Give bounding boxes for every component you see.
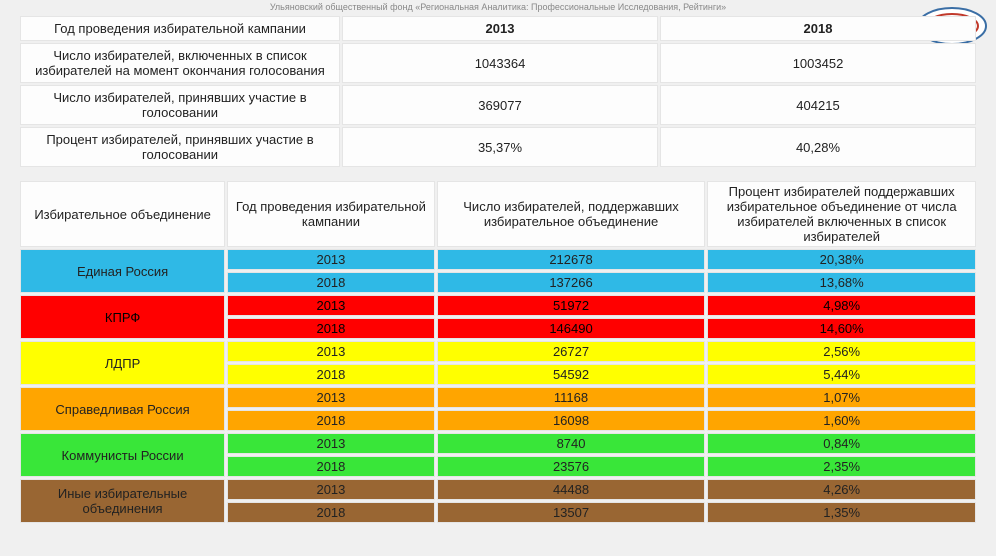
party-count-cell: 13507 [437, 502, 706, 523]
party-count-cell: 51972 [437, 295, 706, 316]
party-percent-cell: 13,68% [707, 272, 976, 293]
summary-header-row: Год проведения избирательной кампании 20… [20, 16, 976, 41]
summary-val: 1043364 [342, 43, 658, 83]
party-count-cell: 11168 [437, 387, 706, 408]
party-name-cell: Коммунисты России [20, 433, 225, 477]
summary-label: Число избирателей, включенных в список и… [20, 43, 340, 83]
party-count-cell: 146490 [437, 318, 706, 339]
party-name-cell: Справедливая Россия [20, 387, 225, 431]
party-percent-cell: 5,44% [707, 364, 976, 385]
party-row: КПРФ2013519724,98% [20, 295, 976, 316]
col-header-percent: Процент избирателей поддержавших избират… [707, 181, 976, 247]
party-percent-cell: 1,07% [707, 387, 976, 408]
summary-header-y1: 2013 [342, 16, 658, 41]
summary-val: 369077 [342, 85, 658, 125]
party-percent-cell: 1,35% [707, 502, 976, 523]
party-row: Иные избирательные объединения2013444884… [20, 479, 976, 500]
parties-header-row: Избирательное объединение Год проведения… [20, 181, 976, 247]
col-header-supporters: Число избирателей, поддержавших избирате… [437, 181, 706, 247]
party-count-cell: 16098 [437, 410, 706, 431]
summary-val: 35,37% [342, 127, 658, 167]
col-header-year: Год проведения избирательной кампании [227, 181, 435, 247]
party-percent-cell: 2,56% [707, 341, 976, 362]
party-year-cell: 2018 [227, 364, 435, 385]
party-percent-cell: 4,26% [707, 479, 976, 500]
summary-val: 404215 [660, 85, 976, 125]
party-year-cell: 2013 [227, 433, 435, 454]
content-area: Год проведения избирательной кампании 20… [18, 14, 978, 525]
summary-header-label: Год проведения избирательной кампании [20, 16, 340, 41]
party-year-cell: 2018 [227, 502, 435, 523]
party-name-cell: Единая Россия [20, 249, 225, 293]
party-row: Единая Россия201321267820,38% [20, 249, 976, 270]
party-count-cell: 212678 [437, 249, 706, 270]
party-row: Коммунисты России201387400,84% [20, 433, 976, 454]
party-year-cell: 2018 [227, 272, 435, 293]
parties-table: Избирательное объединение Год проведения… [18, 179, 978, 525]
summary-row: Процент избирателей, принявших участие в… [20, 127, 976, 167]
party-year-cell: 2013 [227, 295, 435, 316]
party-percent-cell: 2,35% [707, 456, 976, 477]
party-year-cell: 2013 [227, 387, 435, 408]
party-row: Справедливая Россия2013111681,07% [20, 387, 976, 408]
summary-header-y2: 2018 [660, 16, 976, 41]
summary-val: 40,28% [660, 127, 976, 167]
party-percent-cell: 4,98% [707, 295, 976, 316]
summary-label: Число избирателей, принявших участие в г… [20, 85, 340, 125]
party-count-cell: 26727 [437, 341, 706, 362]
party-name-cell: КПРФ [20, 295, 225, 339]
party-percent-cell: 1,60% [707, 410, 976, 431]
col-header-association: Избирательное объединение [20, 181, 225, 247]
party-percent-cell: 20,38% [707, 249, 976, 270]
party-year-cell: 2018 [227, 318, 435, 339]
summary-row: Число избирателей, включенных в список и… [20, 43, 976, 83]
party-percent-cell: 14,60% [707, 318, 976, 339]
party-count-cell: 23576 [437, 456, 706, 477]
party-year-cell: 2013 [227, 341, 435, 362]
summary-table: Год проведения избирательной кампании 20… [18, 14, 978, 169]
summary-row: Число избирателей, принявших участие в г… [20, 85, 976, 125]
party-count-cell: 44488 [437, 479, 706, 500]
party-percent-cell: 0,84% [707, 433, 976, 454]
party-year-cell: 2013 [227, 249, 435, 270]
party-count-cell: 8740 [437, 433, 706, 454]
party-count-cell: 54592 [437, 364, 706, 385]
summary-val: 1003452 [660, 43, 976, 83]
top-caption: Ульяновский общественный фонд «Региональ… [0, 0, 996, 12]
party-name-cell: Иные избирательные объединения [20, 479, 225, 523]
party-count-cell: 137266 [437, 272, 706, 293]
party-year-cell: 2018 [227, 456, 435, 477]
party-name-cell: ЛДПР [20, 341, 225, 385]
party-row: ЛДПР2013267272,56% [20, 341, 976, 362]
summary-label: Процент избирателей, принявших участие в… [20, 127, 340, 167]
party-year-cell: 2013 [227, 479, 435, 500]
gap-table [18, 169, 978, 179]
party-year-cell: 2018 [227, 410, 435, 431]
